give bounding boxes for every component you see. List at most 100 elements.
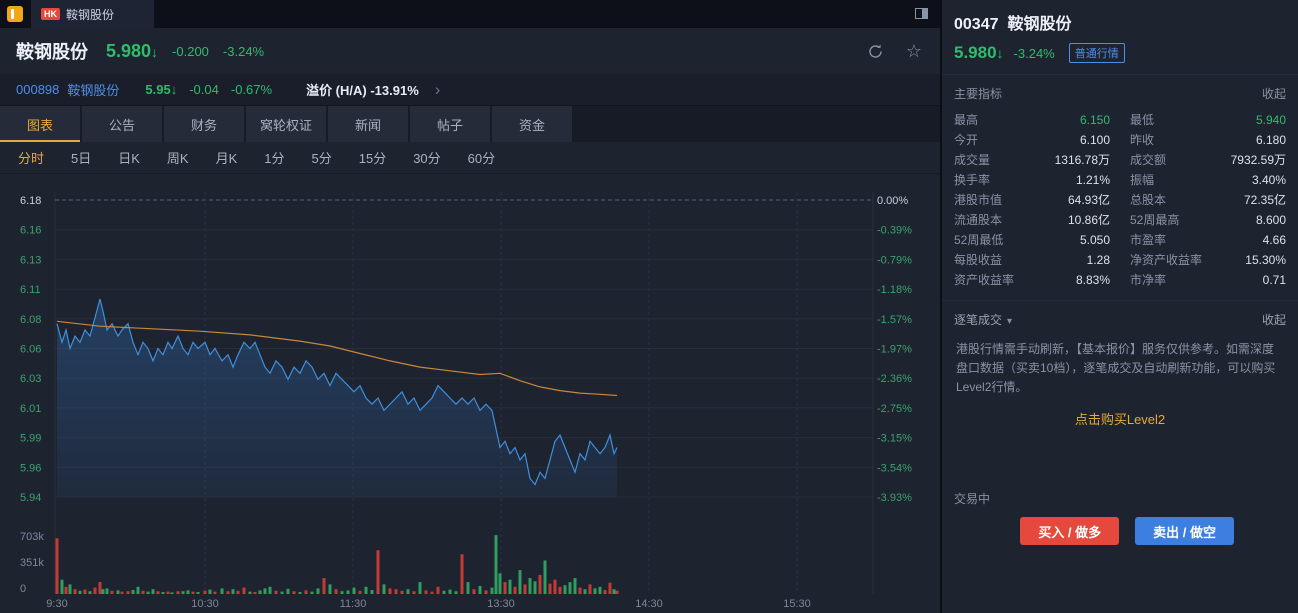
stat-流通股本: 流通股本 10.86亿 (954, 213, 1110, 227)
svg-text:13:30: 13:30 (487, 598, 515, 610)
stat-市净率: 市净率 0.71 (1130, 273, 1286, 287)
period-5日[interactable]: 5日 (71, 151, 92, 166)
svg-text:5.94: 5.94 (20, 492, 41, 504)
svg-text:5.96: 5.96 (20, 462, 41, 474)
svg-text:14:30: 14:30 (635, 598, 663, 610)
a-share-name-link[interactable]: 鞍钢股份 (67, 83, 120, 98)
period-1分[interactable]: 1分 (264, 151, 285, 166)
period-分时[interactable]: 分时 (18, 151, 45, 166)
svg-text:703k: 703k (20, 531, 44, 543)
period-15分[interactable]: 15分 (358, 151, 387, 166)
quote-panel: 00347 鞍钢股份 5.980↓ -3.24% 普通行情 主要指标 收起 最高… (940, 0, 1298, 613)
svg-text:-3.15%: -3.15% (877, 433, 912, 445)
stat-最高: 最高 6.150 (954, 113, 1110, 127)
tab-帖子[interactable]: 帖子 (410, 106, 490, 142)
quote-level-badge[interactable]: 普通行情 (1068, 43, 1125, 63)
trades-header: 逐笔成交 ▾ 收起 (942, 301, 1298, 338)
stock-name: 鞍钢股份 (1007, 16, 1072, 33)
svg-text:0.00%: 0.00% (877, 195, 908, 207)
down-arrow-icon: ↓ (996, 45, 1004, 61)
indicators-title: 主要指标 (954, 87, 1003, 101)
stat-总股本: 总股本 72.35亿 (1130, 193, 1286, 207)
period-5分[interactable]: 5分 (311, 151, 332, 166)
svg-text:10:30: 10:30 (191, 598, 219, 610)
svg-text:-1.18%: -1.18% (877, 284, 912, 296)
buy-long-button[interactable]: 买入 / 做多 (1020, 517, 1120, 545)
tab-图表[interactable]: 图表 (0, 106, 80, 142)
panel-price: 5.980↓ (954, 43, 1004, 62)
svg-text:-1.97%: -1.97% (877, 344, 912, 356)
svg-text:6.08: 6.08 (20, 314, 41, 326)
trades-title[interactable]: 逐笔成交 ▾ (954, 313, 1013, 327)
current-price: 5.980↓ (106, 40, 159, 61)
collapse-trades-link[interactable]: 收起 (1261, 313, 1286, 327)
svg-text:-0.39%: -0.39% (877, 225, 912, 237)
stock-code: 00347 (954, 16, 999, 33)
period-日K[interactable]: 日K (118, 151, 140, 166)
svg-text:-3.93%: -3.93% (877, 492, 912, 504)
chart-canvas[interactable]: 6.18 0.00% 6.16 -0.39% 6.13 -0.79% 6.11 -1.18% 6… (0, 174, 940, 613)
tab-bar-filler (574, 106, 940, 142)
buy-level2-link[interactable]: 点击购买Level2 (1074, 412, 1166, 427)
stat-52周最低: 52周最低 5.050 (954, 233, 1110, 247)
panel-toggle-icon[interactable] (915, 8, 928, 19)
period-bar: 分时 5日 日K 周K 月K 1分 5分 15分 30分 60分 (0, 142, 940, 174)
intraday-chart[interactable]: 6.18 0.00% 6.16 -0.39% 6.13 -0.79% 6.11 -1.18% 6… (0, 174, 940, 613)
a-share-change-pct: -0.67% (230, 82, 273, 97)
tab-bar: 图表 公告 财务 窝轮权证 新闻 帖子 资金 (0, 106, 940, 142)
panel-change-pct: -3.24% (1013, 45, 1055, 61)
chevron-right-icon[interactable]: › (434, 80, 441, 99)
favorite-star-icon[interactable]: ☆ (905, 41, 922, 61)
svg-text:-1.57%: -1.57% (877, 314, 912, 326)
svg-text:15:30: 15:30 (783, 598, 811, 610)
market-hk-badge: HK (41, 8, 60, 20)
svg-text:11:30: 11:30 (340, 598, 367, 610)
svg-text:9:30: 9:30 (46, 598, 67, 610)
down-arrow-icon: ↓ (151, 43, 159, 60)
tab-窝轮权证[interactable]: 窝轮权证 (246, 106, 326, 142)
svg-text:6.06: 6.06 (20, 344, 41, 356)
stat-市盈率: 市盈率 4.66 (1130, 233, 1286, 247)
header-icons: ☆ (867, 42, 922, 60)
period-30分[interactable]: 30分 (413, 151, 441, 166)
stats-grid: 最高 6.150 最低 5.940 今开 6.100 昨收 6.180 成交量 1316.78万 成… (942, 108, 1298, 301)
tab-公告[interactable]: 公告 (82, 106, 162, 142)
tab-资金[interactable]: 资金 (492, 106, 572, 142)
main-area: HK 鞍钢股份 鞍钢股份 5.980↓ -0.200 -3.24% ☆ 0008… (0, 0, 940, 613)
svg-text:-2.36%: -2.36% (877, 373, 912, 385)
sell-short-button[interactable]: 卖出 / 做空 (1135, 517, 1234, 545)
stock-tab[interactable]: HK 鞍钢股份 (31, 0, 155, 28)
stat-成交量: 成交量 1316.78万 (954, 153, 1110, 167)
svg-text:-3.54%: -3.54% (877, 462, 912, 474)
refresh-icon[interactable] (867, 43, 884, 60)
svg-text:5.99: 5.99 (20, 433, 41, 445)
level2-notice-text: 港股行情需手动刷新，【基本报价】服务仅供参考。如需深度盘口数据（买卖10档），逐… (956, 342, 1276, 394)
stock-name: 鞍钢股份 (16, 42, 88, 62)
stock-header: 鞍钢股份 5.980↓ -0.200 -3.24% ☆ (0, 28, 940, 74)
period-月K[interactable]: 月K (215, 151, 238, 166)
svg-text:6.01: 6.01 (20, 403, 41, 415)
a-share-code-link[interactable]: 000898 (16, 82, 60, 97)
stat-港股市值: 港股市值 64.93亿 (954, 193, 1110, 207)
collapse-indicators-link[interactable]: 收起 (1261, 87, 1286, 101)
trade-buttons: 买入 / 做多 卖出 / 做空 (942, 507, 1298, 545)
indicators-header: 主要指标 收起 (942, 75, 1298, 108)
svg-text:351k: 351k (20, 557, 44, 569)
price-change-pct: -3.24% (222, 43, 265, 59)
svg-text:0: 0 (20, 583, 26, 595)
stat-今开: 今开 6.100 (954, 133, 1110, 147)
svg-text:-0.79%: -0.79% (877, 254, 912, 266)
panel-price-row: 5.980↓ -3.24% 普通行情 (942, 34, 1298, 75)
tab-财务[interactable]: 财务 (164, 106, 244, 142)
a-share-price: 5.95↓ (145, 82, 178, 97)
down-arrow-icon: ↓ (170, 82, 178, 97)
period-60分[interactable]: 60分 (467, 151, 496, 166)
stat-净资产收益率: 净资产收益率 15.30% (1130, 253, 1286, 267)
tab-新闻[interactable]: 新闻 (328, 106, 408, 142)
stat-换手率: 换手率 1.21% (954, 173, 1110, 187)
panel-header: 00347 鞍钢股份 (942, 0, 1298, 34)
stock-tab-label: 鞍钢股份 (66, 7, 115, 22)
stat-资产收益率: 资产收益率 8.83% (954, 273, 1110, 287)
period-周K[interactable]: 周K (166, 151, 189, 166)
